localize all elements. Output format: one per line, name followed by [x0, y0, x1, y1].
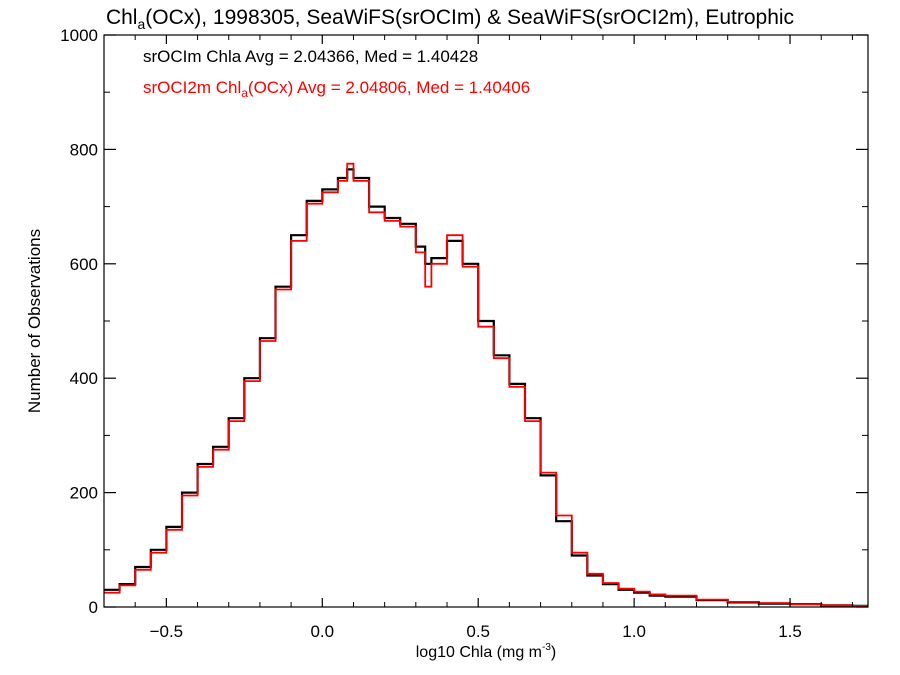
stats-annotation-part: (OCx) Avg = 2.04806, Med = 1.40406 [248, 78, 530, 97]
chart-title-subscript: a [137, 16, 145, 32]
x-tick-label: 0.5 [466, 622, 490, 641]
series-srOCI2m-line [104, 162, 868, 607]
series-layer [104, 162, 868, 607]
x-axis: −0.5 0.0 0.5 1.0 1.5 [103, 35, 853, 641]
y-tick-label: 600 [70, 255, 98, 274]
chart-title: Chla(OCx), 1998305, SeaWiFS(srOCIm) & Se… [106, 6, 794, 32]
x-tick-label: −0.5 [150, 622, 184, 641]
x-axis-label-superscript: -3 [542, 642, 551, 653]
x-tick-label: 1.0 [622, 622, 646, 641]
y-axis-label: Number of Observations [25, 229, 44, 413]
x-tick-label: 0.0 [310, 622, 334, 641]
stats-annotation-1: srOCIm Chla Avg = 2.04366, Med = 1.40428 [143, 47, 478, 66]
y-tick-label: 1000 [60, 26, 98, 45]
y-tick-label: 0 [89, 598, 98, 617]
x-axis-label: log10 Chla (mg m-3) [416, 642, 557, 661]
chart-title-suffix: (OCx), 1998305, SeaWiFS(srOCIm) & SeaWiF… [145, 6, 794, 29]
y-tick-label: 800 [70, 140, 98, 159]
stats-annotation-2: srOCI2m Chla(OCx) Avg = 2.04806, Med = 1… [143, 78, 530, 100]
stats-annotation-part: srOCIm Chla Avg = 2.04366, Med = 1.40428 [143, 47, 478, 66]
y-tick-label: 200 [70, 484, 98, 503]
x-tick-label: 1.5 [778, 622, 802, 641]
x-axis-label-close: ) [551, 644, 556, 661]
y-tick-label: 400 [70, 369, 98, 388]
y-axis: 0 200 400 600 800 1000 [60, 26, 868, 617]
x-axis-label-text: log10 Chla (mg m [416, 644, 542, 661]
stats-annotation-part: srOCI2m Chl [143, 78, 241, 97]
annotations: srOCIm Chla Avg = 2.04366, Med = 1.40428… [143, 47, 530, 100]
chart-title-prefix: Chl [106, 6, 138, 29]
stats-annotation-subscript: a [241, 86, 248, 100]
